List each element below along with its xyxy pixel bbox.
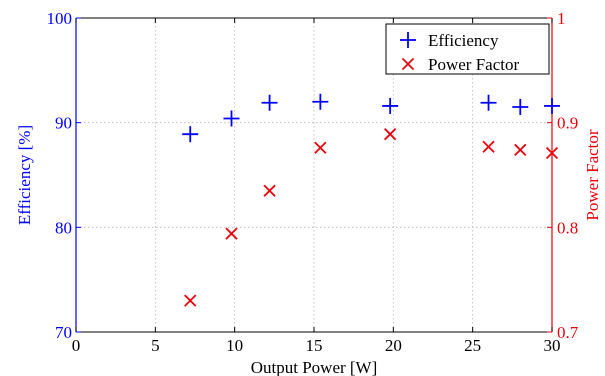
x-marker-stroke-b [263, 184, 276, 197]
right-y-tick-label: 0.8 [557, 218, 578, 237]
efficiency-point [480, 94, 497, 111]
x-tick-label: 30 [544, 336, 561, 355]
efficiency-point [382, 97, 399, 114]
x-marker-stroke-b [482, 140, 495, 153]
axis-labels: 0 5 10 15 20 25 30 70 80 90 100 0.7 0.8 0.9 1 Output Po… [15, 9, 602, 376]
x-tick-label: 0 [72, 336, 81, 355]
x-marker-stroke-b [514, 143, 527, 157]
power-factor-point [384, 128, 397, 141]
left-y-tick-label: 70 [55, 323, 72, 342]
x-marker-stroke-b [184, 294, 197, 307]
legend-label: Power Factor [428, 55, 519, 74]
power-factor-point [225, 227, 238, 240]
x-marker-stroke-b [384, 128, 397, 141]
power-factor-point [314, 141, 327, 154]
x-marker-stroke-b [314, 141, 327, 154]
power-factor-point [184, 294, 197, 307]
x-tick-label: 20 [385, 336, 402, 355]
efficiency-point [261, 94, 278, 111]
legend-power-factor-marker [401, 57, 415, 71]
x-axis-title: Output Power [W] [251, 358, 378, 376]
efficiency-point [182, 126, 199, 143]
left-y-tick-label: 90 [55, 114, 72, 133]
right-y-axis-title: Power Factor [583, 129, 602, 220]
left-y-axis-title: Efficiency [%] [15, 125, 34, 225]
x-marker-stroke-b [225, 227, 238, 240]
efficiency-point [312, 93, 329, 110]
right-y-tick-label: 0.9 [557, 114, 578, 133]
x-tick-label: 15 [306, 336, 323, 355]
x-tick-label: 5 [151, 336, 160, 355]
x-marker-stroke-b [401, 57, 415, 71]
x-marker-stroke-b [545, 146, 559, 160]
power-factor-point [263, 184, 276, 197]
x-tick-label: 25 [464, 336, 481, 355]
efficiency-point [512, 98, 529, 115]
legend: Efficiency Power Factor [385, 23, 550, 75]
x-tick-label: 10 [226, 336, 243, 355]
power-factor-point [482, 140, 495, 153]
legend-box [385, 23, 550, 75]
left-y-tick-label: 80 [55, 218, 72, 237]
legend-efficiency-marker [400, 32, 416, 48]
data-marks [182, 93, 560, 307]
power-factor-point [514, 143, 527, 157]
axes [75, 17, 553, 333]
legend-label: Efficiency [428, 31, 499, 50]
power-factor-point [545, 146, 559, 160]
right-y-tick-label: 0.7 [557, 323, 579, 342]
efficiency-point [223, 110, 240, 127]
left-y-tick-label: 100 [47, 9, 73, 28]
efficiency-point [544, 97, 560, 114]
right-y-tick-label: 1 [557, 9, 566, 28]
